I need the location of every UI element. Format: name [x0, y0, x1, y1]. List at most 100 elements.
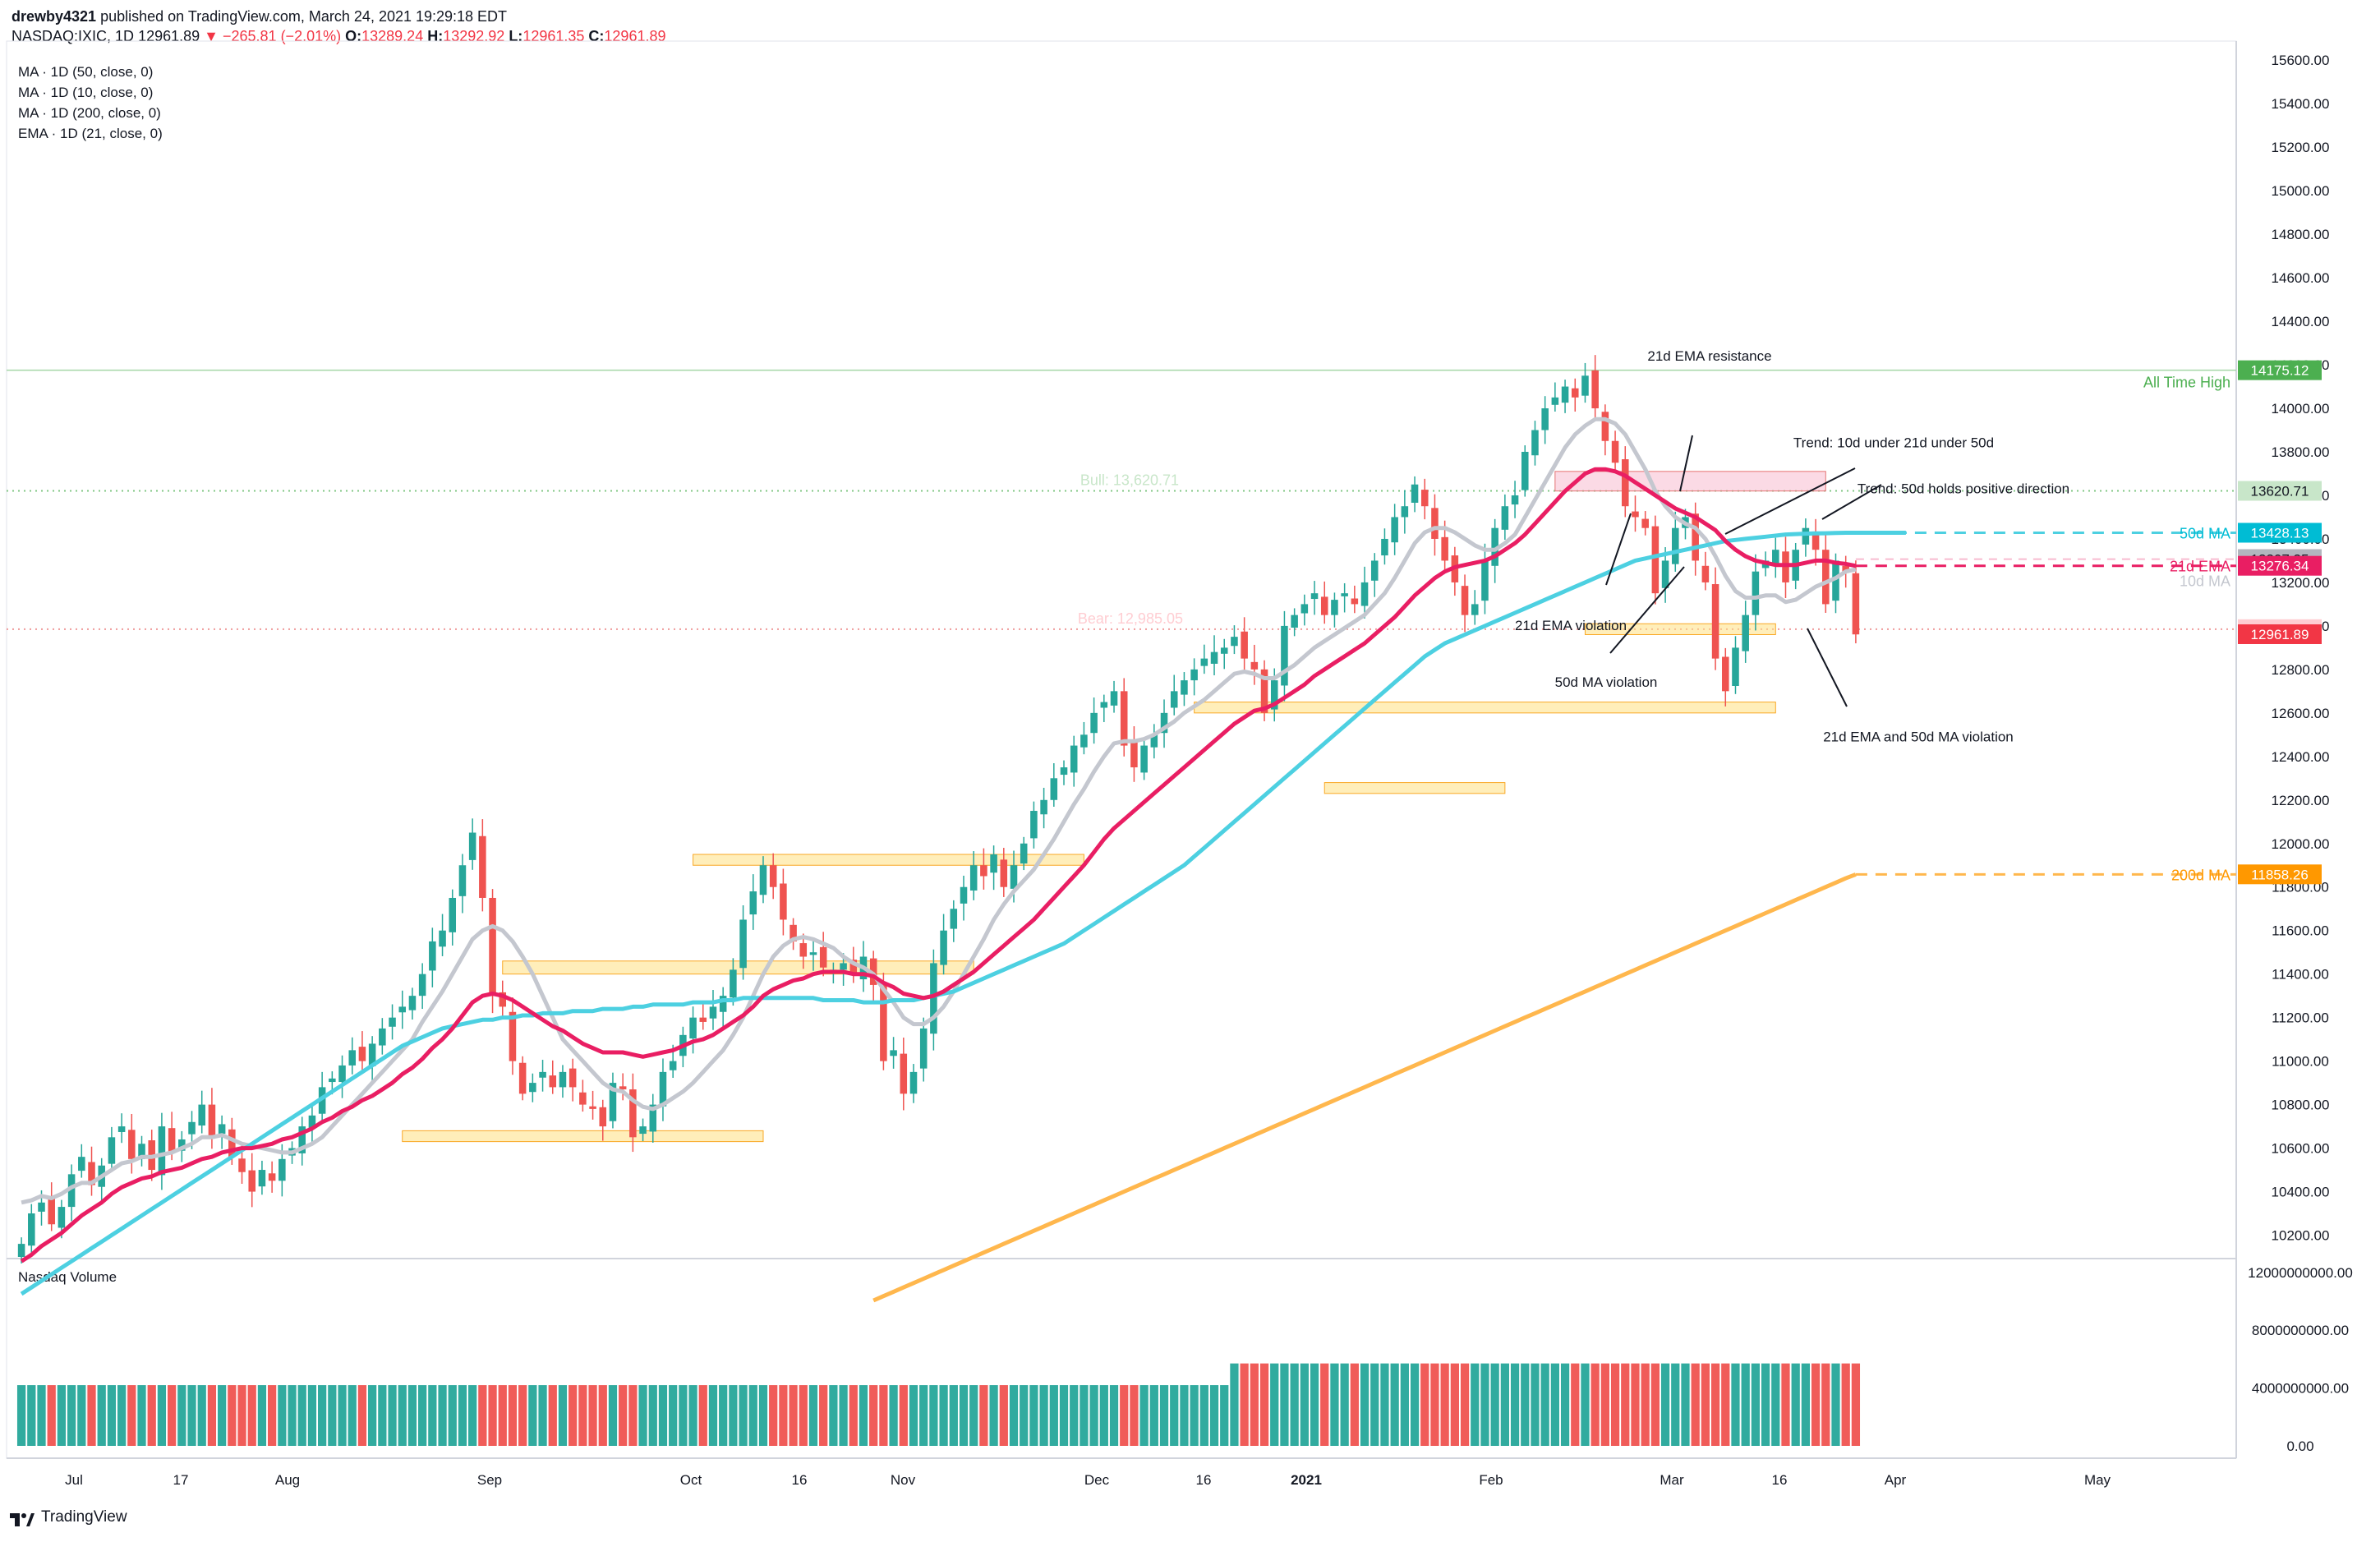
volume-bar [1029, 1385, 1038, 1446]
volume-bar [1370, 1363, 1379, 1446]
volume-bar [1550, 1363, 1559, 1446]
candle-body [1130, 742, 1138, 768]
volume-bar [167, 1385, 177, 1446]
volume-bar [849, 1385, 858, 1446]
candle-body [709, 1006, 717, 1019]
candle-body [1030, 811, 1038, 839]
annotation-text: Trend: 50d holds positive direction [1858, 481, 2069, 496]
candle-body [960, 886, 968, 904]
candle-body [699, 1017, 707, 1022]
candle-body [1420, 490, 1429, 507]
volume-bar [959, 1385, 969, 1446]
candle-body [1711, 584, 1719, 659]
indicator-ma200[interactable]: MA · 1D (200, close, 0) [18, 105, 161, 121]
candle-body [1010, 865, 1018, 889]
price-zone [1194, 702, 1776, 714]
volume-bar [1510, 1363, 1520, 1446]
time-tick-label: Mar [1660, 1472, 1684, 1488]
price-label-value: 13620.71 [2251, 483, 2309, 499]
volume-bar [177, 1385, 186, 1446]
candle-body [178, 1139, 186, 1151]
annotation-text: Trend: 10d under 21d under 50d [1793, 435, 1994, 451]
volume-bar [1250, 1363, 1259, 1446]
annotation-arrow [1605, 513, 1632, 586]
volume-bar [569, 1385, 578, 1446]
volume-bar [1009, 1385, 1019, 1446]
candle-body [509, 1011, 517, 1061]
time-tick-label: 2021 [1291, 1472, 1322, 1488]
volume-bar [27, 1385, 36, 1446]
candle-body [1622, 459, 1629, 507]
tradingview-logo[interactable]: TradingView [10, 1508, 127, 1526]
volume-bar [1751, 1363, 1761, 1446]
price-label-box [2238, 864, 2322, 885]
candle-body [88, 1162, 95, 1185]
price-label-value: 13276.34 [2251, 559, 2309, 574]
volume-bar [859, 1385, 868, 1446]
candle-body [268, 1173, 276, 1181]
volume-bar [1320, 1363, 1329, 1446]
candle-body [579, 1092, 587, 1105]
time-tick-label: Feb [1479, 1472, 1503, 1488]
volume-bar [1130, 1385, 1139, 1446]
candle-body [499, 992, 507, 1007]
time-tick-label: Dec [1084, 1472, 1110, 1488]
volume-bar [1471, 1363, 1480, 1446]
candle-body [1110, 691, 1118, 706]
volume-bar [679, 1385, 688, 1446]
candle-body [1842, 565, 1849, 572]
candle-body [298, 1126, 306, 1153]
header-line-1: drewby4321 published on TradingView.com,… [12, 8, 507, 25]
volume-bar [1681, 1363, 1690, 1446]
price-tick-label: 10400.00 [2272, 1185, 2330, 1200]
price-zone [502, 960, 974, 975]
price-label-box [2238, 624, 2322, 644]
candle-body [1231, 637, 1238, 647]
volume-bar [1841, 1363, 1850, 1446]
indicator-ma50[interactable]: MA · 1D (50, close, 0) [18, 64, 154, 80]
candle-body [659, 1071, 667, 1107]
candle-body [108, 1137, 116, 1164]
candle-body [1441, 536, 1448, 561]
candle-body [819, 946, 827, 968]
volume-bar [969, 1385, 978, 1446]
volume-bar [999, 1385, 1008, 1446]
candle-body [1692, 513, 1699, 561]
volume-bar [758, 1385, 768, 1446]
volume-bar [328, 1385, 337, 1446]
volume-bar [1300, 1363, 1309, 1446]
candle-body [1411, 484, 1419, 503]
author[interactable]: drewby4321 [12, 8, 97, 25]
candle-body [1250, 661, 1259, 670]
close-label: C: [588, 28, 605, 44]
volume-bar [1070, 1385, 1079, 1446]
indicator-ma10[interactable]: MA · 1D (10, close, 0) [18, 85, 154, 100]
candle-body [1100, 702, 1108, 708]
volume-bar [338, 1385, 347, 1446]
price-tick-label: 11200.00 [2272, 1010, 2329, 1026]
volume-bar [458, 1385, 467, 1446]
candle-body [208, 1104, 216, 1138]
tradingview-logo-text: TradingView [41, 1508, 127, 1526]
price-tick-label: 14800.00 [2272, 227, 2330, 242]
candle-body [1341, 593, 1348, 596]
candle-body [1772, 550, 1779, 566]
time-tick-label: 17 [173, 1472, 189, 1488]
volume-bar [708, 1385, 718, 1446]
volume-bar [127, 1385, 136, 1446]
candle-body [1401, 506, 1409, 518]
volume-tick-label: 8000000000.00 [2252, 1323, 2349, 1338]
indicator-ema21[interactable]: EMA · 1D (21, close, 0) [18, 126, 163, 141]
volume-bar [1691, 1363, 1700, 1446]
volume-bar [1761, 1363, 1770, 1446]
volume-tick-label: 12000000000.00 [2248, 1265, 2353, 1281]
volume-bar [1600, 1363, 1609, 1446]
price-zone [402, 1130, 764, 1143]
symbol[interactable]: NASDAQ:IXIC, 1D [12, 28, 135, 44]
candle-body [1300, 604, 1309, 614]
volume-bar [388, 1385, 397, 1446]
volume-bar [528, 1385, 537, 1446]
price-tick-label: 12000.00 [2272, 836, 2330, 852]
price-tick-label: 10800.00 [2272, 1098, 2330, 1113]
